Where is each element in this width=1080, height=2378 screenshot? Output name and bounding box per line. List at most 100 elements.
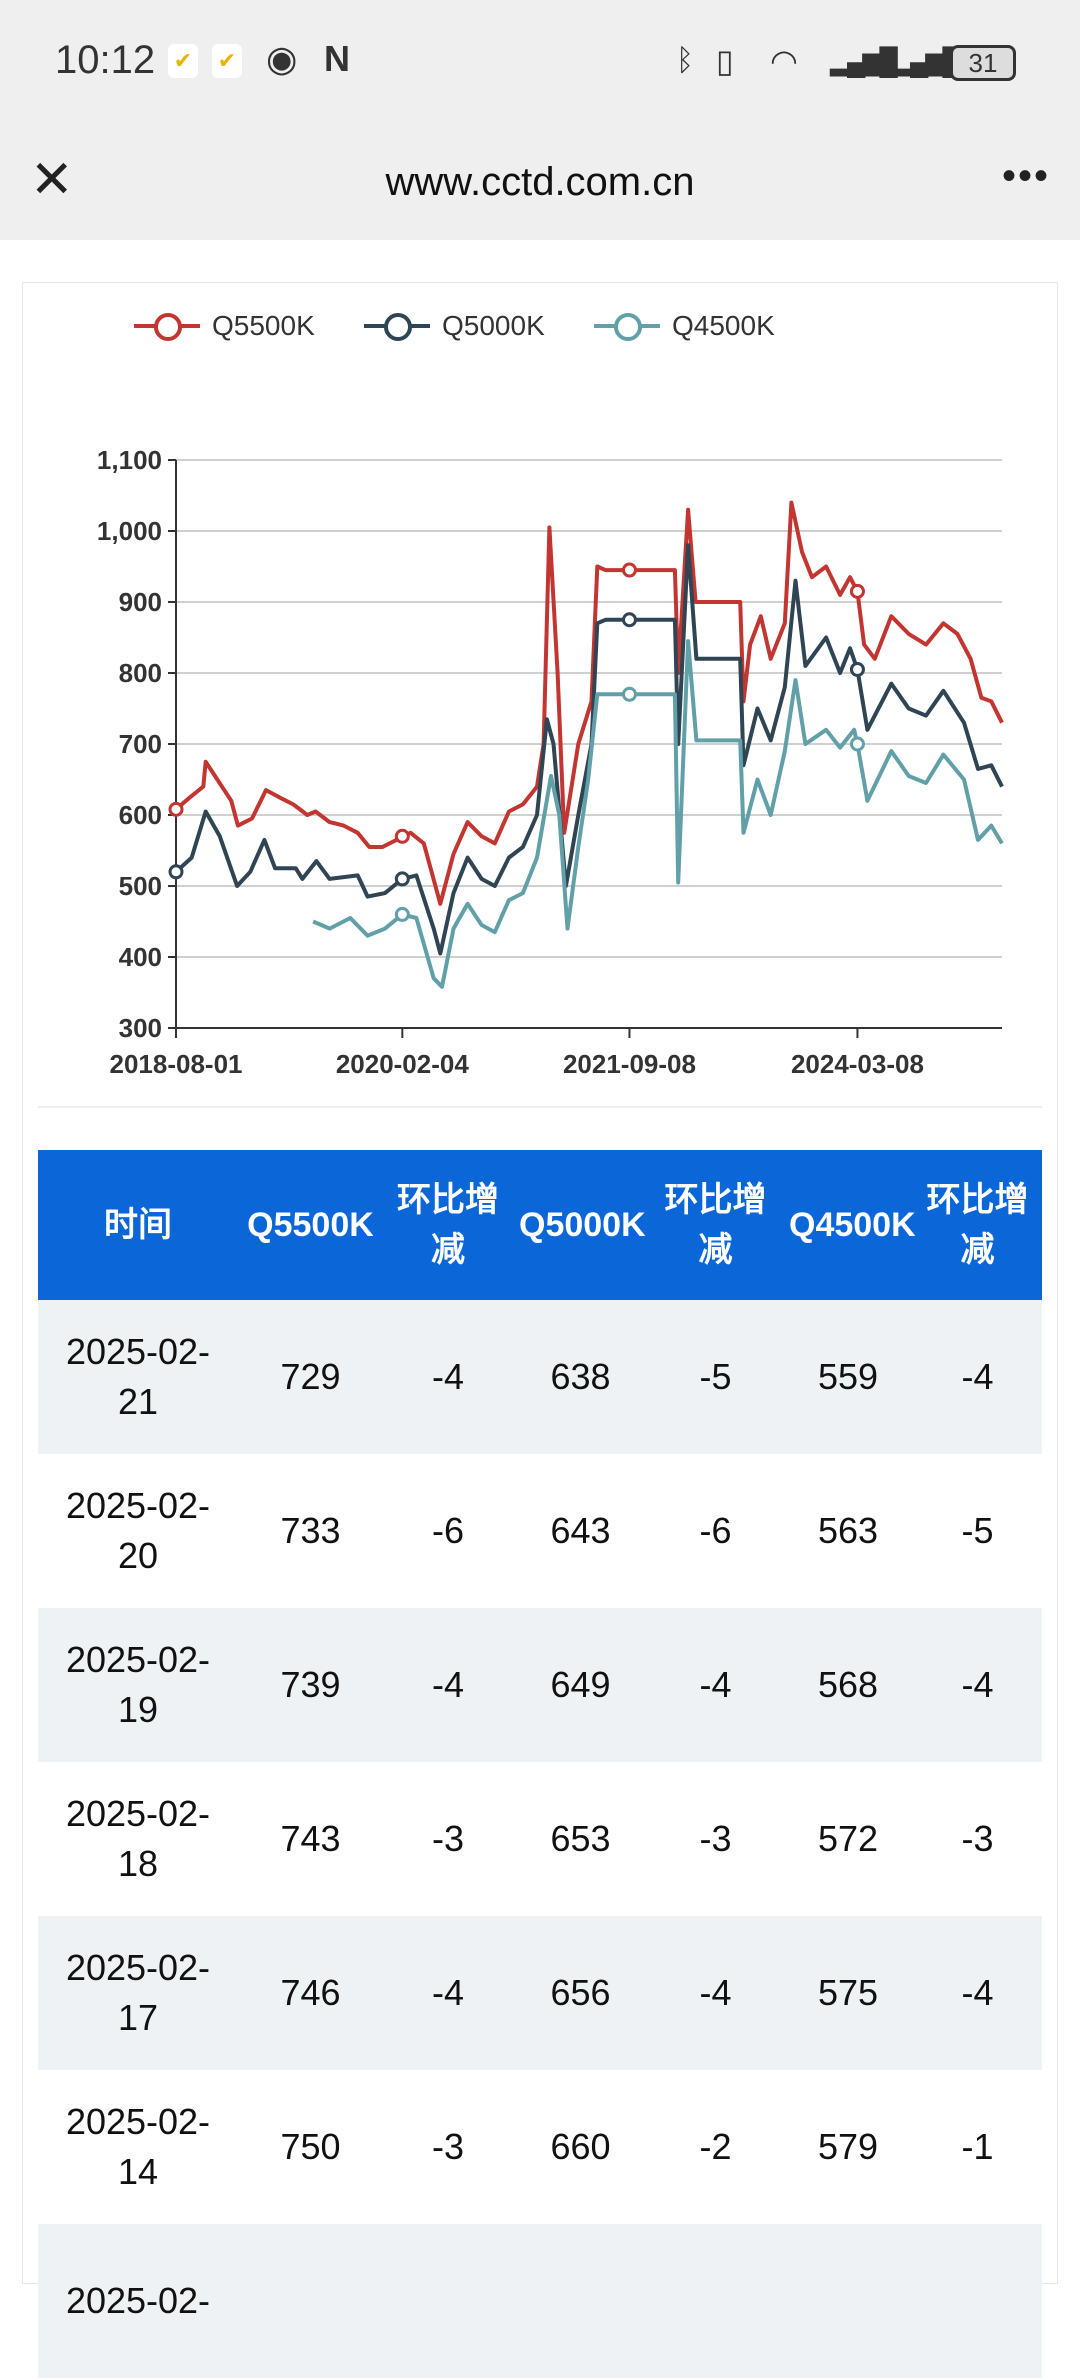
- page-url-title: www.cctd.com.cn: [385, 160, 695, 204]
- header-q4500k: Q4500K: [783, 1150, 916, 1300]
- data-point-marker: [394, 906, 410, 922]
- cell-q4500k-change: [913, 2224, 1042, 2378]
- task-app-icon: ✔: [212, 44, 242, 78]
- cell-q5000k: 649: [513, 1608, 648, 1762]
- cell-q5000k: 643: [550, 1510, 611, 1551]
- cell-date: 2025-02-: [38, 2224, 238, 2378]
- cell-q4500k-change: -4: [913, 1916, 1042, 2070]
- cell-q5500k: [238, 2224, 383, 2378]
- cell-date: 2025-02-​14: [65, 2101, 211, 2192]
- data-point-marker: [849, 661, 865, 677]
- y-tick-label: 700: [119, 729, 162, 759]
- cell-date: 2025-02-​21: [38, 1300, 238, 1454]
- series-line-q5500k: [174, 500, 1004, 906]
- x-tick-label: 2021-09-08: [563, 1049, 696, 1079]
- price-table: 时间 Q5500K 环比增减 Q5000K 环比增减 Q4500K 环比增减 2…: [38, 1150, 1042, 2378]
- data-point-marker: [849, 583, 865, 599]
- divider: [38, 1106, 1042, 1108]
- y-tick-label: 400: [119, 942, 162, 972]
- cell-q5000k: 656: [513, 1916, 648, 2070]
- x-tick-label: 2024-03-08: [791, 1049, 924, 1079]
- legend-label: Q5000K: [442, 310, 545, 341]
- cell-q4500k-change: -3: [961, 1818, 994, 1859]
- data-point-marker: [621, 612, 637, 628]
- cell-q5000k-change: -2: [699, 2126, 732, 2167]
- y-tick-label: 900: [119, 587, 162, 617]
- cell-q5000k: 653: [550, 1818, 611, 1859]
- legend-line-circle-icon: [594, 306, 660, 346]
- cell-q4500k-change: -4: [913, 1300, 1042, 1454]
- y-tick-label: 500: [119, 871, 162, 901]
- x-tick-label: 2018-08-01: [110, 1049, 243, 1079]
- browser-nav-bar: ✕ www.cctd.com.cn •••: [0, 120, 1080, 240]
- table-row: 2025-02-​20 733 -6 643 -6 563 -5: [38, 1454, 1042, 1608]
- cell-q4500k: 572: [817, 1818, 879, 1859]
- cell-q5500k-change: -3: [431, 1818, 464, 1859]
- legend-item-q4500k[interactable]: Q4500K: [594, 306, 775, 346]
- x-tick-label: 2020-02-04: [336, 1049, 470, 1079]
- cell-q4500k: 559: [783, 1300, 913, 1454]
- cell-q5500k-change: -4: [383, 1300, 513, 1454]
- data-point-marker: [621, 562, 637, 578]
- cell-q4500k: [783, 2224, 913, 2378]
- more-menu-button[interactable]: •••: [1001, 154, 1050, 198]
- table-row: 2025-02-​21 729 -4 638 -5 559 -4: [38, 1300, 1042, 1454]
- header-change: 环比增减: [383, 1150, 513, 1300]
- data-point-marker: [394, 871, 410, 887]
- cell-q5000k: [513, 2224, 648, 2378]
- series-line-q4500k: [312, 639, 1004, 989]
- cell-q5000k: 638: [513, 1300, 648, 1454]
- cell-q4500k-change: -4: [913, 1608, 1042, 1762]
- table-row: 2025-02-: [38, 2224, 1042, 2378]
- y-tick-label: 600: [119, 800, 162, 830]
- table-row: 2025-02-​14 750 -3 660 -2 579 -1: [38, 2070, 1042, 2224]
- cell-q5000k-change: -5: [648, 1300, 783, 1454]
- cell-q5000k-change: -3: [699, 1818, 732, 1859]
- cell-date: 2025-02-​19: [38, 1608, 238, 1762]
- wifi-icon: ◠: [770, 43, 798, 79]
- status-time: 10:12: [55, 38, 156, 82]
- close-button[interactable]: ✕: [30, 151, 74, 209]
- data-point-marker: [394, 828, 410, 844]
- legend-item-q5500k[interactable]: Q5500K: [134, 306, 315, 346]
- cell-q5000k-change: [648, 2224, 783, 2378]
- legend-line-circle-icon: [134, 306, 200, 346]
- cell-q5000k: 660: [550, 2126, 611, 2167]
- cell-date: 2025-02-​18: [65, 1793, 211, 1884]
- cell-q4500k-change: -1: [961, 2126, 994, 2167]
- legend-label: Q5500K: [212, 310, 315, 341]
- cell-q5500k: 743: [280, 1818, 341, 1859]
- signal-icon: ▂▄▆█: [830, 46, 898, 76]
- data-point-marker: [621, 686, 637, 702]
- cell-date: 2025-02-​20: [65, 1485, 211, 1576]
- cell-q5500k-change: -4: [383, 1916, 513, 2070]
- cell-q5000k-change: -6: [699, 1510, 732, 1551]
- y-tick-label: 1,100: [97, 445, 162, 475]
- cell-q5500k-change: -3: [431, 2126, 464, 2167]
- header-q5500k: Q5500K: [238, 1150, 383, 1300]
- cell-q5000k-change: -4: [648, 1916, 783, 2070]
- cell-q5500k: 746: [238, 1916, 383, 2070]
- cell-q5500k: 750: [280, 2126, 341, 2167]
- legend-label: Q4500K: [672, 310, 775, 341]
- table-row: 2025-02-​17 746 -4 656 -4 575 -4: [38, 1916, 1042, 2070]
- cell-date: 2025-02-​17: [38, 1916, 238, 2070]
- cell-q5500k: 733: [280, 1510, 341, 1551]
- task-app-icon: ✔: [168, 44, 198, 78]
- line-chart: 300 400 500 600 700 800 900 1,000 1,100 2018-08-0…: [97, 445, 1004, 1079]
- cell-q4500k: 579: [817, 2126, 879, 2167]
- cell-q4500k: 575: [783, 1916, 913, 2070]
- cell-q4500k: 563: [817, 1510, 879, 1551]
- legend-line-circle-icon: [364, 306, 430, 346]
- cell-q4500k-change: -5: [961, 1510, 994, 1551]
- cell-q5500k-change: [383, 2224, 513, 2378]
- data-point-marker: [168, 801, 184, 817]
- data-point-marker: [849, 736, 865, 752]
- y-tick-label: 800: [119, 658, 162, 688]
- data-point-marker: [168, 864, 184, 880]
- y-tick-label: 300: [119, 1013, 162, 1043]
- series-line-q5000k: [174, 543, 1004, 956]
- header-time: 时间: [38, 1150, 238, 1300]
- battery-icon: 31: [950, 45, 1016, 81]
- legend-item-q5000k[interactable]: Q5000K: [364, 306, 545, 346]
